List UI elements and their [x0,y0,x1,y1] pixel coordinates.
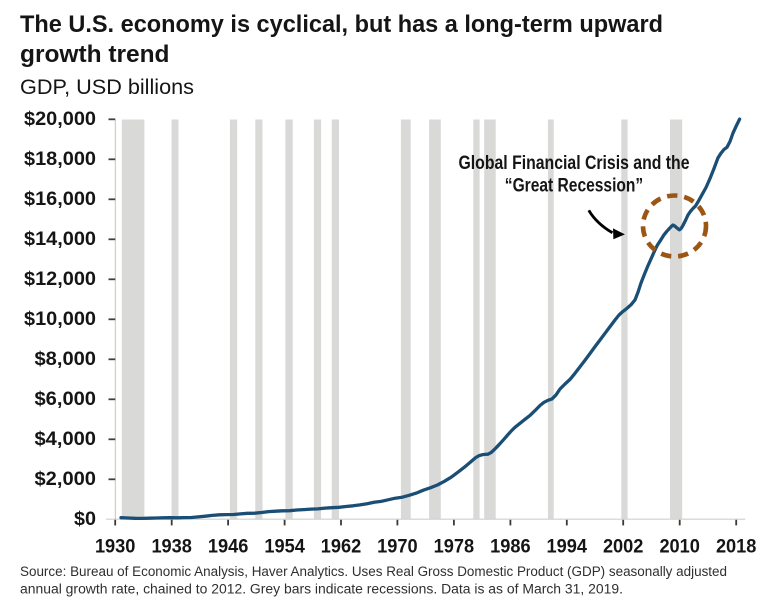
svg-text:The U.S. economy is cyclical,: The U.S. economy is cyclical, but has a … [20,11,663,38]
svg-text:$10,000: $10,000 [24,308,96,330]
svg-text:$14,000: $14,000 [24,228,96,250]
svg-text:$0: $0 [74,508,96,530]
svg-text:1970: 1970 [377,536,418,558]
svg-text:GDP, USD billions: GDP, USD billions [20,76,194,99]
svg-text:1930: 1930 [95,536,136,558]
svg-text:1946: 1946 [208,536,249,558]
svg-text:1978: 1978 [434,536,475,558]
svg-text:Source: Bureau of Economic Ana: Source: Bureau of Economic Analysis, Hav… [20,564,727,579]
svg-text:$20,000: $20,000 [24,108,96,130]
svg-text:2010: 2010 [659,536,700,558]
svg-text:“Great Recession”: “Great Recession” [505,174,643,196]
svg-text:$6,000: $6,000 [35,388,97,410]
svg-text:$4,000: $4,000 [35,428,97,450]
svg-text:$16,000: $16,000 [24,188,96,210]
svg-text:2002: 2002 [603,536,644,558]
svg-text:1954: 1954 [264,536,305,558]
svg-text:$8,000: $8,000 [35,348,97,370]
svg-text:$2,000: $2,000 [35,468,97,490]
svg-text:annual growth rate, chained to: annual growth rate, chained to 2012. Gre… [20,582,623,597]
svg-text:1962: 1962 [321,536,362,558]
svg-text:2018: 2018 [716,536,757,558]
svg-text:1994: 1994 [547,536,588,558]
svg-text:$12,000: $12,000 [24,268,96,290]
svg-text:1938: 1938 [151,536,192,558]
svg-text:$18,000: $18,000 [24,148,96,170]
svg-text:growth trend: growth trend [20,41,170,68]
svg-text:Global Financial Crisis and th: Global Financial Crisis and the [459,152,690,174]
svg-text:1986: 1986 [490,536,531,558]
